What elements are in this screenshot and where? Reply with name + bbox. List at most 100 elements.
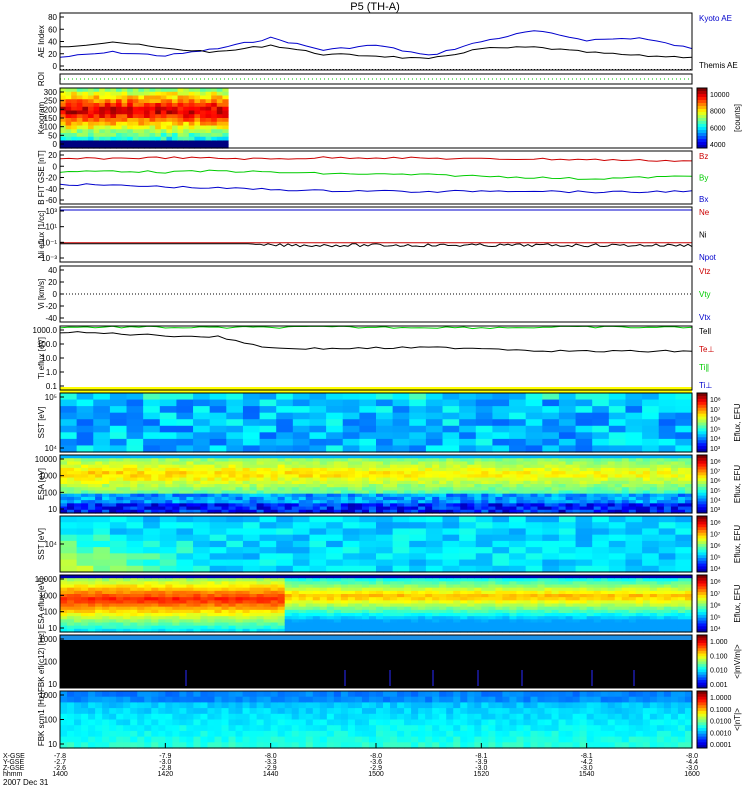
spectrogram-cell [481,493,489,498]
spectrogram-cell [186,484,195,488]
spectrogram-cell [670,613,679,617]
spectrogram-cell [326,575,335,579]
spectrogram-cell [276,565,294,573]
spectrogram-cell [523,613,532,617]
spectrogram-cell [132,114,139,119]
spectrogram-cell [144,493,152,498]
spectrogram-cell [186,575,195,579]
spectrogram-cell [523,484,532,488]
spectrogram-cell [418,484,426,488]
spectrogram-cell [216,110,223,115]
spectrogram-cell [305,702,314,709]
spectrogram-cell [81,625,89,630]
spectrogram-cell [495,496,503,501]
spectrogram-cell [383,622,391,627]
spectrogram-cell [621,622,630,627]
spectrogram-cell [439,464,447,469]
spectrogram-cell [76,419,94,427]
spectrogram-cell [151,730,159,738]
spectrogram-cell [621,600,630,605]
spectrogram-cell [292,419,311,427]
spectrogram-cell [291,600,300,605]
spectrogram-cell [155,133,162,138]
spectrogram-cell [179,581,187,586]
spectrogram-cell [176,419,194,427]
spectrogram-cell [495,597,503,601]
spectrogram-cell [383,713,391,721]
spectrogram-cell [242,600,251,605]
spectrogram-cell [65,99,72,104]
spectrogram-cell [99,95,106,100]
spectrogram-cell [326,477,335,482]
spectrogram-cell [102,730,110,738]
spectrogram-cell [214,467,223,472]
spectrogram-cell [333,587,342,592]
spectrogram-cell [432,581,440,586]
spectrogram-cell [558,559,577,567]
spectrogram-cell [165,708,173,715]
spectrogram-cell [439,484,447,488]
spectrogram-cell [137,575,145,579]
spectrogram-cell [628,467,637,472]
spectrogram-cell [621,619,630,624]
spectrogram-cell [467,474,475,479]
spectrogram-cell [116,500,124,504]
spectrogram-cell [347,493,356,498]
spectrogram-cell [432,503,440,508]
spectrogram-cell [488,609,496,614]
spectrogram-cell [453,696,461,703]
spectrogram-cell [565,622,574,627]
spectrogram-cell [614,575,623,579]
spectrogram-cell [159,419,178,427]
spectrogram-cell [628,500,637,504]
spectrogram-cell [291,496,300,501]
spectrogram-cell [607,509,616,514]
spectrogram-cell [76,140,83,145]
spectrogram-cell [60,458,68,463]
spectrogram-cell [95,597,103,601]
spectrogram-cell [684,622,693,627]
spectrogram-cell [305,584,314,589]
spectrogram-cell [60,742,68,749]
spectrogram-cell [284,600,293,605]
spectrogram-cell [642,412,660,420]
spectrogram-cell [495,584,503,589]
spectrogram-cell [658,445,676,453]
spectrogram-cell [459,399,477,407]
spectrogram-cell [151,597,159,601]
spectrogram-cell [74,606,82,611]
spectrogram-cell [151,455,159,459]
spectrogram-cell [242,719,251,726]
spectrogram-cell [516,493,525,498]
spectrogram-cell [432,708,440,715]
spectrogram-cell [249,455,258,459]
spectrogram-cell [492,425,510,433]
spectrogram-cell [663,509,672,514]
spectrogram-cell [684,590,693,595]
spectrogram-cell [575,534,593,542]
spectrogram-cell [216,140,223,145]
spectrogram-cell [179,719,187,726]
spectrogram-cell [425,622,433,627]
spectrogram-cell [663,477,672,482]
spectrogram-cell [116,106,123,112]
spectrogram-cell [130,503,138,508]
spectrogram-cell [126,419,144,427]
spectrogram-cell [284,493,293,498]
spectrogram-cell [404,458,412,463]
spectrogram-cell [60,516,78,523]
spectrogram-cell [376,597,384,601]
spectrogram-cell [242,438,261,447]
spectrogram-cell [305,477,314,482]
spectrogram-cell [137,464,145,469]
spectrogram-cell [390,461,398,466]
spectrogram-cell [292,522,311,530]
spectrogram-cell [635,455,644,459]
spectrogram-cell [530,477,539,482]
spectrogram-cell [663,471,672,475]
spectrogram-cell [194,99,201,104]
spectrogram-cell [409,553,427,561]
spectrogram-cell [439,496,447,501]
spectrogram-cell [256,613,265,617]
spectrogram-cell [319,594,328,598]
